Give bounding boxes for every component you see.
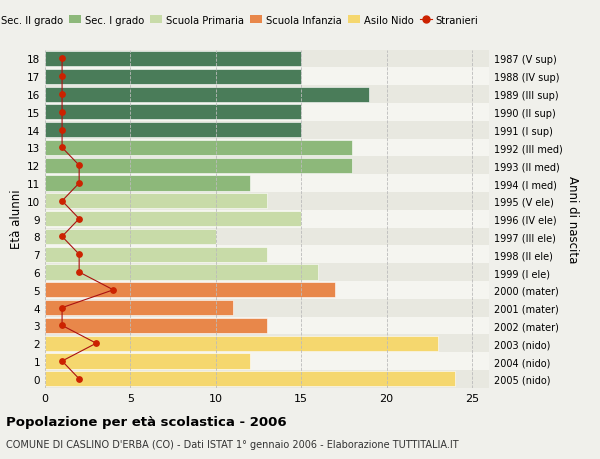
Bar [45,335,489,353]
Point [74,162,84,169]
Point [74,375,84,383]
Point [57,145,67,152]
Bar [45,105,301,120]
Bar [45,247,267,262]
Bar [45,353,489,370]
Point [57,322,67,330]
Point [74,251,84,258]
Point [57,91,67,99]
Bar [45,122,489,139]
Y-axis label: Età alunni: Età alunni [10,190,23,249]
Bar [45,104,489,122]
Bar [45,70,301,84]
Bar [45,230,216,245]
Text: COMUNE DI CASLINO D'ERBA (CO) - Dati ISTAT 1° gennaio 2006 - Elaborazione TUTTIT: COMUNE DI CASLINO D'ERBA (CO) - Dati IST… [6,439,458,449]
Bar [45,87,370,102]
Bar [45,140,352,156]
Point [57,109,67,116]
Bar [45,281,489,299]
Bar [45,336,438,351]
Point [74,215,84,223]
Legend: Sec. II grado, Sec. I grado, Scuola Primaria, Scuola Infanzia, Asilo Nido, Stran: Sec. II grado, Sec. I grado, Scuola Prim… [0,11,482,29]
Bar [45,50,489,68]
Bar [45,210,489,228]
Point [74,269,84,276]
Bar [45,354,250,369]
Bar [45,86,489,104]
Point [91,340,101,347]
Bar [45,192,489,210]
Bar [45,157,489,175]
Point [57,304,67,312]
Y-axis label: Anni di nascita: Anni di nascita [566,176,579,263]
Bar [45,265,318,280]
Point [57,233,67,241]
Point [57,56,67,63]
Bar [45,318,267,333]
Point [109,286,118,294]
Bar [45,123,301,138]
Bar [45,370,489,388]
Bar [45,52,301,67]
Point [74,180,84,187]
Bar [45,212,301,227]
Bar [45,299,489,317]
Bar [45,176,250,191]
Bar [45,263,489,281]
Bar [45,228,489,246]
Bar [45,246,489,263]
Bar [45,68,489,86]
Bar [45,371,455,386]
Bar [45,139,489,157]
Bar [45,175,489,192]
Bar [45,317,489,335]
Bar [45,283,335,298]
Text: Popolazione per età scolastica - 2006: Popolazione per età scolastica - 2006 [6,415,287,428]
Point [57,127,67,134]
Point [57,198,67,205]
Point [57,358,67,365]
Bar [45,194,267,209]
Point [57,73,67,81]
Bar [45,158,352,174]
Bar [45,300,233,315]
